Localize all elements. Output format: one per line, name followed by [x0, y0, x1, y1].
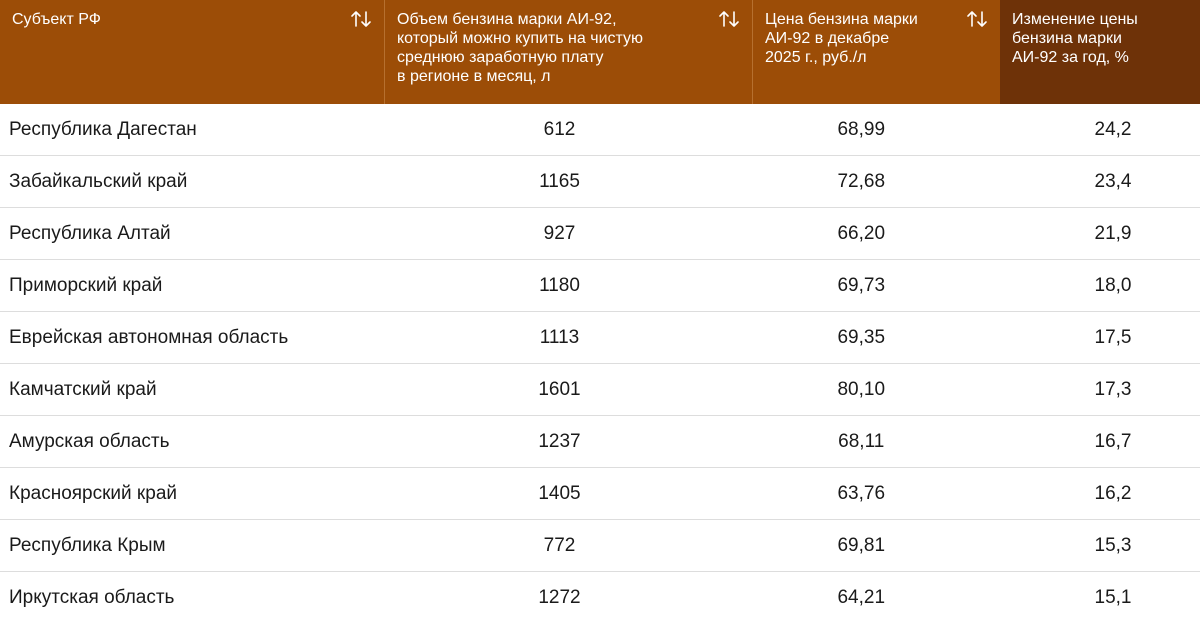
price-cell: 64,21 — [837, 586, 886, 608]
price-change-cell: 16,2 — [1000, 467, 1200, 520]
volume-cell: 1601 — [384, 363, 753, 416]
price-change-cell: 16,7 — [1000, 415, 1200, 468]
table-row: Амурская область 1237 68,11 16,7 — [0, 415, 1200, 468]
region-cell: Республика Дагестан — [0, 104, 385, 156]
column-header-label: Субъект РФ — [12, 11, 101, 28]
volume-cell: 927 — [384, 207, 753, 260]
region-cell: Еврейская автономная область — [0, 311, 385, 364]
column-header-price-change[interactable]: Изменение цены бензина марки АИ-92 за го… — [1000, 0, 1200, 104]
volume-cell: 1113 — [384, 311, 753, 364]
price-change-cell: 17,5 — [1000, 311, 1200, 364]
price-change-cell: 23,4 — [1000, 155, 1200, 208]
region-cell: Приморский край — [0, 259, 385, 312]
column-header-volume[interactable]: Объем бензина марки АИ-92, который можно… — [384, 0, 753, 104]
region-cell: Забайкальский край — [0, 155, 385, 208]
price-cell: 63,76 — [752, 467, 1000, 520]
price-change-cell: 21,9 — [1000, 207, 1200, 260]
price-cell: 69,73 — [752, 259, 1000, 312]
region-cell: Амурская область — [0, 415, 385, 468]
sort-up-down-icon[interactable] — [350, 10, 372, 28]
column-header-label: Цена бензина марки АИ-92 в декабре 2025 … — [765, 11, 918, 66]
volume-cell: 1272 — [538, 586, 581, 608]
price-cell: 68,11 — [752, 415, 1000, 468]
price-change-cell: 15,1 — [1094, 586, 1132, 608]
region-cell: Республика Крым — [0, 519, 385, 572]
volume-cell: 1165 — [384, 155, 753, 208]
column-header-price[interactable]: Цена бензина марки АИ-92 в декабре 2025 … — [752, 0, 1000, 104]
price-cell: 69,81 — [752, 519, 1000, 572]
price-cell: 68,99 — [752, 104, 1000, 156]
sort-up-down-icon[interactable] — [718, 10, 740, 28]
table-body: Республика Дагестан 612 68,99 24,2 Забайкаль… — [0, 104, 1200, 623]
table-row: Республика Дагестан 612 68,99 24,2 — [0, 104, 1200, 156]
table-row: Красноярский край 1405 63,76 16,2 — [0, 467, 1200, 520]
table-header-row: Субъект РФ Объем бензина марки АИ-92, ко… — [0, 0, 1200, 104]
column-header-region[interactable]: Субъект РФ — [0, 0, 385, 104]
table-row: Забайкальский край 1165 72,68 23,4 — [0, 155, 1200, 208]
price-cell: 72,68 — [752, 155, 1000, 208]
price-change-cell: 15,3 — [1000, 519, 1200, 572]
table-row: Иркутская область 1272 64,21 15,1 — [0, 572, 1200, 624]
price-cell: 80,10 — [752, 363, 1000, 416]
price-cell: 69,35 — [752, 311, 1000, 364]
table-row: Еврейская автономная область 1113 69,35 17,… — [0, 311, 1200, 364]
volume-cell: 612 — [384, 104, 753, 156]
table-row: Республика Алтай 927 66,20 21,9 — [0, 207, 1200, 260]
region-cell: Республика Алтай — [0, 207, 385, 260]
volume-cell: 1405 — [384, 467, 753, 520]
price-cell: 66,20 — [752, 207, 1000, 260]
volume-cell: 772 — [384, 519, 753, 572]
sort-up-down-icon[interactable] — [966, 10, 988, 28]
table-row: Камчатский край 1601 80,10 17,3 — [0, 363, 1200, 416]
region-cell: Камчатский край — [0, 363, 385, 416]
region-cell: Красноярский край — [0, 467, 385, 520]
price-change-cell: 17,3 — [1000, 363, 1200, 416]
volume-cell: 1237 — [384, 415, 753, 468]
column-header-label: Объем бензина марки АИ-92, который можно… — [397, 11, 644, 85]
price-change-cell: 18,0 — [1000, 259, 1200, 312]
table-row: Приморский край 1180 69,73 18,0 — [0, 259, 1200, 312]
volume-cell: 1180 — [384, 259, 753, 312]
price-change-cell: 24,2 — [1000, 104, 1200, 156]
region-cell: Иркутская область — [9, 586, 175, 608]
column-header-label: Изменение цены бензина марки АИ-92 за го… — [1012, 11, 1138, 66]
table-row: Республика Крым 772 69,81 15,3 — [0, 519, 1200, 572]
